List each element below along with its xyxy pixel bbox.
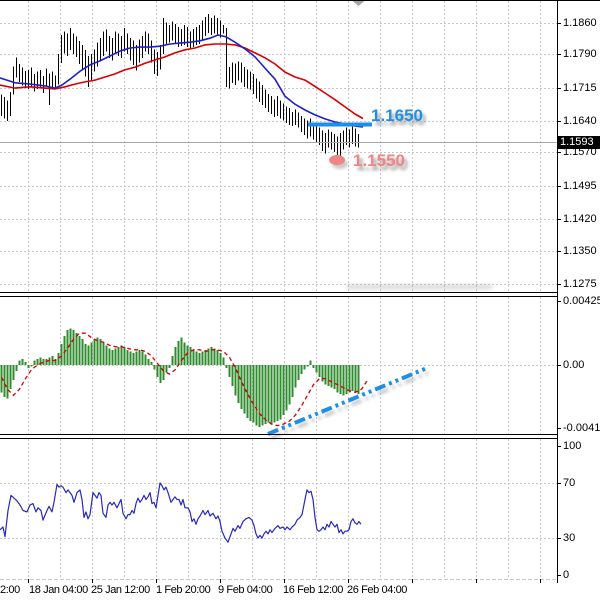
price-axis-label: 1.1790	[563, 48, 597, 61]
macd-axis-label: 0.00	[563, 359, 585, 371]
price-axis-label: 1.1495	[563, 179, 597, 192]
scroll-position-marker-icon	[351, 0, 366, 6]
separator-shadow-artifact	[347, 285, 492, 289]
macd-axis-label: -0.00418	[563, 422, 600, 434]
rsi-axis-label: 100	[563, 440, 582, 452]
rsi-line	[0, 482, 362, 543]
macd-axis-label: 0.00425	[563, 294, 600, 307]
current-price-box: 1.1593	[558, 136, 600, 149]
ohlc-bars	[1, 14, 359, 159]
panel-borders	[0, 0, 600, 583]
breakdown-marker-ellipse[interactable]	[329, 155, 345, 165]
time-axis-label: 25 Jan 12:00	[91, 584, 150, 596]
price-axis-label: 1.1350	[563, 244, 597, 257]
price-axis-label: 1.1715	[563, 81, 597, 94]
time-axis-label: 16 Feb 12:00	[283, 584, 344, 596]
resistance-price-label[interactable]: 1.1650	[371, 106, 423, 125]
ma-fast-line	[0, 34, 364, 128]
price-axis-label: 1.1420	[563, 213, 597, 226]
time-axis-label: 18 Jan 04:00	[29, 584, 88, 596]
rsi-axis-label: 30	[563, 532, 576, 545]
rsi-axis-label: 70	[563, 477, 576, 489]
macd-histogram	[0, 328, 360, 428]
time-axis-label: 26 Feb 04:00	[347, 584, 408, 596]
time-axis-label: 1 Feb 20:00	[156, 584, 211, 596]
breakdown-price-label[interactable]: 1.1550	[353, 151, 405, 170]
price-axis-label: 1.1640	[563, 115, 597, 128]
time-axis-label: 9 Feb 04:00	[218, 584, 273, 596]
rsi-axis-label: 0	[563, 569, 570, 581]
price-axis-label: 1.1860	[563, 17, 597, 29]
price-axis-label: 1.1275	[563, 277, 597, 290]
price-axis-label: 1.1570	[563, 146, 597, 159]
time-axis-label: 2:00	[0, 584, 20, 596]
ma-slow-line	[0, 43, 364, 120]
gridlines	[0, 1, 557, 580]
macd-signal-line	[0, 332, 369, 427]
